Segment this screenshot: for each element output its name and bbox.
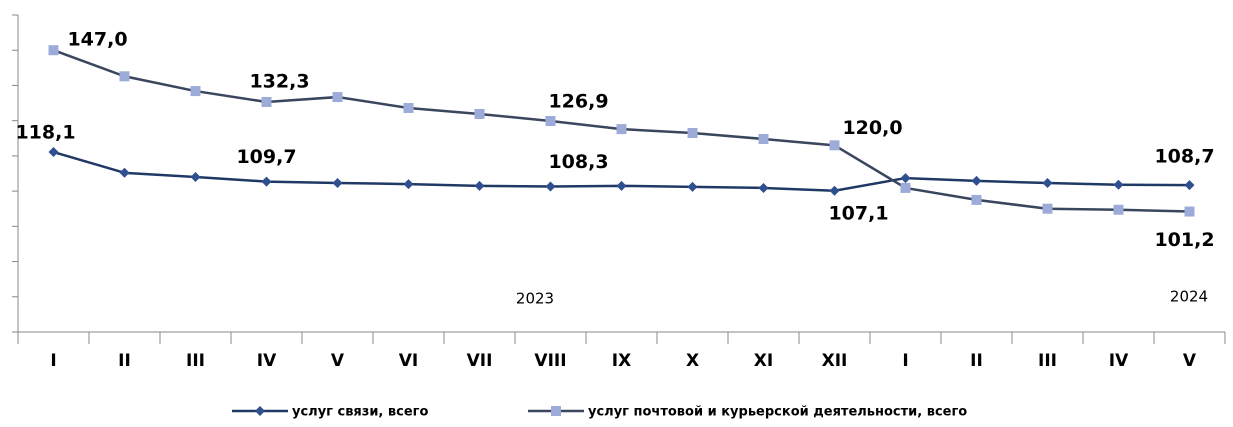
point bbox=[261, 96, 272, 107]
point bbox=[332, 178, 343, 189]
point bbox=[1113, 204, 1124, 215]
point bbox=[48, 45, 59, 56]
point bbox=[758, 133, 769, 144]
value-label: 132,3 bbox=[249, 70, 309, 92]
value-label: 108,3 bbox=[548, 151, 608, 173]
point bbox=[119, 71, 130, 82]
point bbox=[616, 124, 627, 135]
legend-marker bbox=[551, 406, 561, 416]
point bbox=[971, 175, 982, 186]
x-tick-label: II bbox=[970, 351, 983, 371]
point bbox=[687, 181, 698, 192]
point bbox=[1184, 206, 1195, 217]
value-label: 109,7 bbox=[236, 146, 296, 168]
x-tick-label: VII bbox=[467, 351, 493, 371]
point bbox=[1113, 179, 1124, 190]
value-label: 101,2 bbox=[1154, 229, 1214, 251]
legend-marker bbox=[255, 406, 265, 416]
value-label: 107,1 bbox=[828, 202, 888, 224]
value-label: 118,1 bbox=[15, 122, 75, 144]
point bbox=[48, 147, 59, 158]
point bbox=[474, 108, 485, 119]
point bbox=[971, 194, 982, 205]
point bbox=[403, 102, 414, 113]
point bbox=[900, 182, 911, 193]
x-tick-label: I bbox=[50, 351, 56, 371]
point bbox=[1042, 178, 1053, 189]
point bbox=[119, 167, 130, 178]
point bbox=[1184, 180, 1195, 191]
x-tick-label: IV bbox=[1109, 351, 1129, 371]
point bbox=[545, 181, 556, 192]
legend-label: услуг связи, всего bbox=[292, 405, 428, 420]
point bbox=[190, 86, 201, 97]
x-tick-label: V bbox=[331, 351, 345, 371]
value-label: 120,0 bbox=[842, 117, 902, 139]
point bbox=[190, 172, 201, 183]
point bbox=[332, 92, 343, 103]
point bbox=[829, 185, 840, 196]
x-tick-label: X bbox=[686, 351, 699, 371]
year-label: 2023 bbox=[516, 290, 554, 308]
point bbox=[545, 116, 556, 127]
x-tick-label: VIII bbox=[534, 351, 566, 371]
point bbox=[261, 176, 272, 187]
point bbox=[687, 127, 698, 138]
x-tick-label: XII bbox=[822, 351, 848, 371]
value-label: 126,9 bbox=[548, 91, 608, 113]
x-tick-label: III bbox=[186, 351, 205, 371]
x-tick-label: IV bbox=[257, 351, 277, 371]
x-tick-label: IX bbox=[612, 351, 631, 371]
point bbox=[758, 182, 769, 193]
point bbox=[616, 180, 627, 191]
x-tick-label: XI bbox=[754, 351, 773, 371]
x-tick-label: II bbox=[118, 351, 131, 371]
legend-label: услуг почтовой и курьерской деятельности… bbox=[588, 405, 967, 420]
point bbox=[900, 173, 911, 184]
point bbox=[474, 180, 485, 191]
x-tick-label: I bbox=[902, 351, 908, 371]
x-tick-label: V bbox=[1183, 351, 1197, 371]
x-tick-label: VI bbox=[399, 351, 418, 371]
x-tick-label: III bbox=[1038, 351, 1057, 371]
point bbox=[1042, 203, 1053, 214]
point bbox=[829, 140, 840, 151]
value-label: 108,7 bbox=[1154, 146, 1214, 168]
point bbox=[403, 179, 414, 190]
value-label: 147,0 bbox=[67, 29, 127, 51]
year-label: 2024 bbox=[1170, 288, 1208, 306]
